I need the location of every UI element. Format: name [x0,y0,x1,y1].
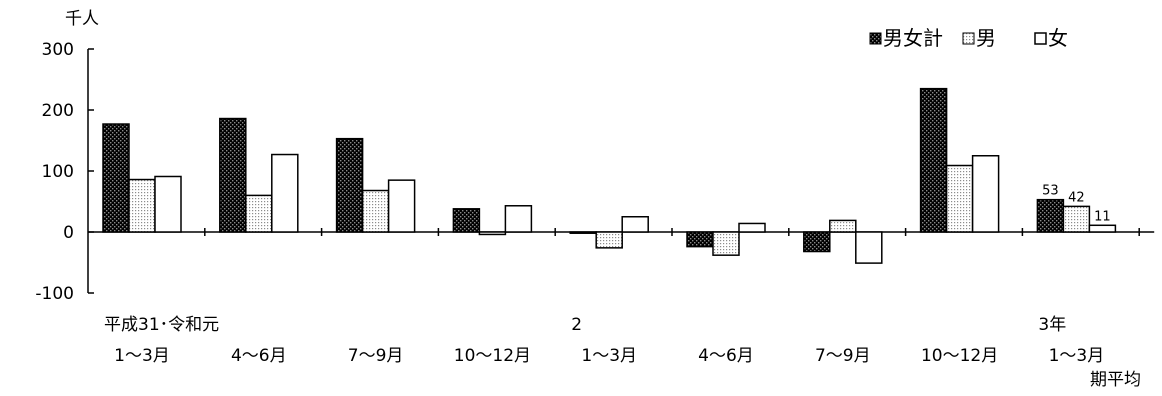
legend-label-male: 男 [976,26,996,50]
category-label: 10〜12月 [454,346,531,366]
category-label: 1〜3月 [114,346,170,366]
bar-total [452,208,481,233]
bar-total [1036,198,1065,233]
y-tick-label: -100 [35,284,74,304]
bar-total [335,137,364,233]
category-label: 10〜12月 [921,346,998,366]
bar-total [569,231,597,234]
y-tick-label: 100 [42,162,74,182]
category-label: 1〜3月 [1049,346,1105,366]
legend-swatch-male [962,32,975,45]
data-label: 42 [1068,190,1085,205]
category-label: 4〜6月 [698,346,754,366]
bar-male [829,219,857,233]
bar-female [1088,224,1117,233]
data-label: 53 [1042,184,1059,199]
bar-male [712,231,740,256]
data-label: 11 [1094,209,1111,224]
category-label: 4〜6月 [231,346,287,366]
year-label: 平成31･令和元 [104,315,219,335]
year-label: 2 [571,315,582,335]
category-label: 1〜3月 [581,346,637,366]
bar-female [855,231,883,264]
legend-swatch-female [1034,32,1047,45]
bar-male [361,189,390,233]
labels: -100 0 100 200 300 1〜3月 平成31･令和元 4〜6月 7〜9月 10〜12月… [35,40,1110,366]
legend-label-female: 女 [1048,26,1068,50]
unit-label: 千人 [65,9,99,29]
bar-male [1062,205,1091,233]
bar-total [919,87,948,233]
bar-total [686,231,714,248]
legend: 男女計 男 女 [869,26,1068,50]
bar-male [128,178,156,233]
bars [102,87,1117,264]
bar-female [387,179,416,233]
legend-label-total: 男女計 [883,26,943,50]
bar-male [945,164,974,233]
category-label: 7〜9月 [815,346,871,366]
y-tick-label: 300 [42,40,74,60]
note-label: 期平均 [1090,370,1141,390]
bar-female [738,222,766,233]
bar-male [245,194,273,233]
year-label: 3年 [1038,315,1066,335]
bar-male [478,231,507,236]
bar-female [504,205,533,233]
bar-female [154,175,182,233]
legend-swatch-total [869,32,882,45]
bar-total [219,117,247,233]
category-label: 7〜9月 [348,346,404,366]
y-tick-label: 0 [63,223,74,243]
bar-female [621,216,649,233]
bar-female [271,153,299,233]
bar-total [102,123,130,233]
bar-male [595,231,623,249]
bar-total [803,231,831,253]
y-tick-label: 200 [42,101,74,121]
bar-female [971,155,1000,233]
